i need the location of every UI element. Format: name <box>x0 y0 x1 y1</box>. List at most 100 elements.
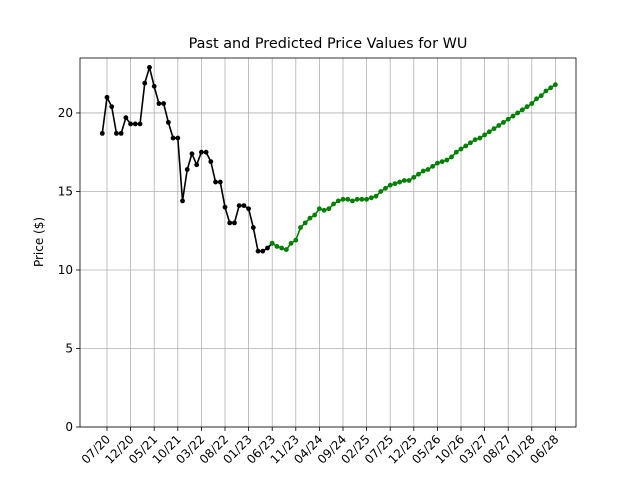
data-point <box>109 104 115 110</box>
y-tick-label: 10 <box>58 263 73 277</box>
data-point <box>378 189 384 194</box>
data-point <box>387 182 393 188</box>
data-point <box>279 245 285 251</box>
data-point <box>435 160 440 166</box>
y-tick-label: 5 <box>65 341 73 355</box>
data-point <box>255 248 261 254</box>
data-point <box>208 159 214 165</box>
data-point <box>128 121 134 127</box>
data-point <box>505 116 511 122</box>
data-point <box>524 104 530 110</box>
data-point <box>538 93 544 99</box>
data-point <box>307 215 313 221</box>
data-point <box>246 206 252 212</box>
data-point <box>321 207 327 213</box>
data-point <box>548 85 554 91</box>
data-point <box>118 130 124 136</box>
data-point <box>194 162 200 168</box>
data-point <box>411 174 417 180</box>
past-price-series <box>99 65 275 254</box>
data-point <box>161 101 167 106</box>
data-point <box>486 129 492 135</box>
data-point <box>236 203 242 209</box>
data-point <box>397 179 403 185</box>
data-point <box>184 167 190 172</box>
data-point <box>553 82 558 88</box>
data-point <box>180 198 185 204</box>
data-point <box>501 119 506 125</box>
y-axis-label: Price ($) <box>32 217 46 267</box>
data-point <box>453 149 459 155</box>
data-point <box>534 96 539 102</box>
data-point <box>222 204 228 210</box>
data-point <box>156 101 162 106</box>
data-point <box>510 113 516 119</box>
plot-frame <box>79 57 577 428</box>
chart-title: Past and Predicted Price Values for WU <box>189 36 468 52</box>
data-point <box>364 196 369 202</box>
data-point <box>345 196 351 202</box>
data-point <box>189 151 195 157</box>
data-point <box>260 248 266 254</box>
data-point <box>326 206 332 212</box>
data-point <box>293 237 299 243</box>
data-point <box>227 220 233 226</box>
data-point <box>468 140 473 146</box>
data-point <box>132 121 138 127</box>
data-point <box>302 220 308 226</box>
data-point <box>165 119 171 125</box>
data-point <box>269 240 275 246</box>
data-point <box>543 88 549 94</box>
data-point <box>482 132 487 138</box>
data-point <box>288 240 294 246</box>
data-point <box>430 163 436 169</box>
data-point <box>496 123 502 128</box>
data-point <box>142 80 148 86</box>
data-point <box>312 212 318 218</box>
data-point <box>477 135 483 141</box>
data-point <box>416 171 421 177</box>
data-point <box>331 201 336 207</box>
y-tick-label: 20 <box>58 106 73 120</box>
data-point <box>359 196 365 202</box>
data-point <box>425 167 431 172</box>
data-point <box>463 143 469 149</box>
data-point <box>420 168 426 174</box>
series-group <box>99 65 558 254</box>
data-point <box>444 157 450 163</box>
data-point <box>317 206 322 212</box>
data-point <box>147 65 152 70</box>
data-point <box>515 110 521 116</box>
data-point <box>368 195 374 201</box>
data-point <box>519 107 525 113</box>
data-point <box>383 185 388 191</box>
data-point <box>373 193 379 199</box>
data-point <box>99 130 105 136</box>
predicted-price-series <box>269 82 558 252</box>
data-point <box>123 115 129 121</box>
data-point <box>151 83 157 89</box>
data-point <box>392 181 398 187</box>
data-point <box>241 203 247 209</box>
data-point <box>274 244 280 249</box>
data-point <box>213 179 218 185</box>
data-point <box>439 159 445 165</box>
data-point <box>217 179 223 185</box>
data-point <box>199 149 204 155</box>
data-point <box>283 247 289 252</box>
data-point <box>458 146 464 152</box>
data-point <box>449 154 454 160</box>
y-tick-label: 15 <box>58 184 73 198</box>
data-point <box>104 94 110 100</box>
data-point <box>114 130 119 136</box>
data-point <box>350 198 355 204</box>
data-point <box>203 149 209 155</box>
data-point <box>401 178 407 183</box>
data-point <box>265 245 270 251</box>
y-tick-label: 0 <box>65 420 73 434</box>
data-point <box>298 225 303 230</box>
data-point <box>406 178 412 183</box>
